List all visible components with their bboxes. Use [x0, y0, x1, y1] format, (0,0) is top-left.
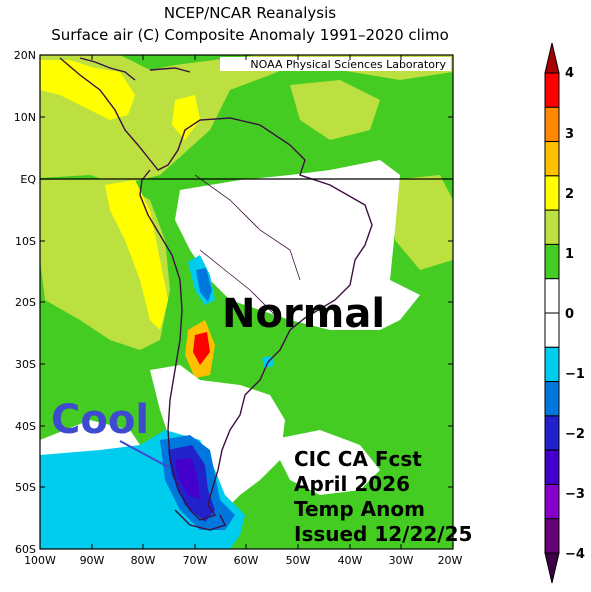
colorbar-segment: [544, 243, 560, 280]
field-red-core: [193, 332, 210, 365]
lat-label: 30S: [15, 358, 36, 371]
colorbar-max-arrow: [544, 42, 560, 74]
field-white-interior: [175, 160, 420, 330]
colorbar: [544, 42, 560, 584]
field-light-green-atlantic: [290, 80, 380, 140]
colorbar-min-arrow: [544, 552, 560, 584]
lon-label: 40W: [338, 554, 363, 567]
lon-label: 100W: [24, 554, 56, 567]
field-light-green-east: [390, 175, 453, 270]
field-white-atlantic: [270, 430, 380, 495]
colorbar-label: −3: [565, 487, 585, 502]
colorbar-segment: [544, 483, 560, 520]
field-yellow-colombia: [172, 95, 200, 140]
coastline-south-america: [59, 57, 373, 521]
colorbar-segment: [544, 278, 560, 314]
lon-axis: 100W 90W 80W 70W 60W 50W 40W 30W 20W: [24, 554, 462, 567]
colorbar-segment: [544, 106, 560, 143]
colorbar-segment: [544, 449, 560, 485]
forecast-line: Temp Anom: [294, 497, 425, 521]
credit-bg: [220, 57, 451, 71]
lat-label: 60S: [15, 543, 36, 556]
lon-label: 60W: [234, 554, 259, 567]
lat-label: 10S: [15, 235, 36, 248]
colorbar-segment: [544, 175, 560, 211]
colorbar-label: 3: [565, 127, 574, 142]
map-subtitle: Surface air (C) Composite Anomaly 1991–2…: [51, 26, 449, 44]
coastline-caribbean: [149, 67, 191, 73]
lon-label: 50W: [286, 554, 311, 567]
colorbar-labels: 4 3 2 1 0 −1 −2 −3 −4: [565, 66, 585, 562]
colorbar-segment: [544, 72, 560, 108]
field-blue-andes: [196, 268, 212, 302]
forecast-line: CIC CA Fcst: [294, 447, 422, 471]
lon-label: 20W: [438, 554, 463, 567]
colorbar-segment: [544, 312, 560, 348]
lat-axis: 20N 10N EQ 10S 20S 30S 40S 50S 60S: [14, 49, 37, 556]
field-yellow-coast: [105, 180, 168, 330]
lat-label: 20N: [14, 49, 36, 62]
normal-annotation: Normal: [222, 291, 385, 337]
colorbar-label: −4: [565, 547, 585, 562]
lat-label: 10N: [14, 111, 36, 124]
colorbar-segment: [544, 141, 560, 177]
cool-arrow: [119, 440, 171, 469]
map-title: NCEP/NCAR Reanalysis: [163, 4, 337, 22]
colorbar-label: 4: [565, 66, 574, 81]
lon-label: 30W: [389, 554, 414, 567]
lat-label: 20S: [15, 296, 36, 309]
colorbar-label: 2: [565, 187, 574, 202]
border-lines: [194, 174, 301, 281]
lat-label: 40S: [15, 420, 36, 433]
coastlines: [59, 57, 373, 531]
lat-ticks: [40, 116, 453, 488]
field-violet-patagonia: [175, 458, 200, 500]
lat-label: EQ: [20, 173, 36, 186]
colorbar-label: 1: [565, 247, 574, 262]
forecast-line: April 2026: [294, 472, 410, 496]
colorbar-segment: [544, 346, 560, 383]
cool-annotation: Cool: [51, 397, 149, 443]
lon-label: 80W: [131, 554, 156, 567]
lon-label: 90W: [80, 554, 105, 567]
forecast-note: CIC CA Fcst April 2026 Temp Anom Issued …: [294, 447, 472, 546]
colorbar-label: 0: [565, 307, 574, 322]
colorbar-segment: [544, 518, 560, 554]
colorbar-label: −2: [565, 427, 585, 442]
forecast-line: Issued 12/22/25: [294, 522, 472, 546]
border-lines-south: [199, 249, 276, 316]
colorbar-segment: [544, 381, 560, 417]
coastline-tierra-del-fuego: [174, 509, 226, 531]
lat-label: 50S: [15, 481, 36, 494]
lon-label: 70W: [183, 554, 208, 567]
colorbar-label: −1: [565, 367, 585, 382]
colorbar-segment: [544, 209, 560, 245]
credit-label: NOAA Physical Sciences Laboratory: [250, 58, 446, 71]
coastline-central-america: [79, 57, 136, 81]
lon-ticks: [91, 55, 402, 549]
colorbar-segment: [544, 415, 560, 451]
field-white-south: [150, 365, 285, 510]
